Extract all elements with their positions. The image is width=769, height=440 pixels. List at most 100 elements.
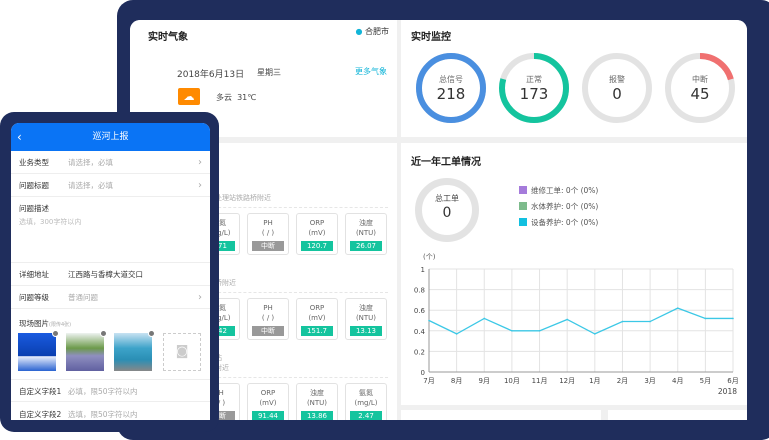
remove-photo-icon[interactable]	[52, 330, 59, 337]
x-tick-label: 3月	[644, 377, 655, 385]
ring-gauge	[665, 53, 735, 123]
sensor-value: 中断	[252, 326, 284, 336]
remove-photo-icon[interactable]	[100, 330, 107, 337]
data-point	[676, 307, 679, 309]
sensor-unit: ( / )	[212, 399, 226, 407]
back-icon[interactable]: ‹	[17, 130, 22, 144]
y-tick-label: 0.4	[414, 328, 426, 336]
issue-level-field[interactable]: 问题等级 普通问题 ›	[11, 286, 210, 309]
ring-label: 总信号	[439, 75, 463, 84]
issue-title-field[interactable]: 问题标题 请选择，必填 ›	[11, 174, 210, 197]
ring-label: 正常	[526, 75, 542, 84]
sensor-value: 中断	[252, 241, 284, 251]
data-point	[732, 317, 734, 320]
sensor-name: PH	[263, 219, 273, 227]
weather-date: 2018年6月13日	[177, 70, 245, 80]
ring-2: 报警 0	[581, 52, 653, 124]
sensor-name: PH	[214, 389, 224, 397]
sensor-value: 26.07	[350, 241, 382, 251]
sensor-reading[interactable]: 浊度 (NTU) 13.13	[345, 298, 387, 340]
sensor-name: 浊度	[310, 389, 324, 397]
custom-field-2[interactable]: 自定义字段2 选填，限50字符以内	[11, 403, 210, 420]
data-point	[566, 318, 568, 321]
city-label: 合肥市	[365, 27, 389, 36]
add-photo-camera-icon[interactable]: ◙	[163, 333, 201, 371]
monitor-title: 实时监控	[411, 32, 451, 43]
location-pin-icon: ●	[355, 27, 363, 36]
workorder-line-chart: (个) 0 0.2 0.4 0.6 0.8 1 7月 8月 9月 10月 11月 12月 1月 2月 3月 4月…	[414, 253, 739, 396]
divider	[208, 207, 388, 208]
data-point	[704, 317, 707, 320]
total-value: 0	[442, 205, 452, 221]
x-tick-label: 7月	[423, 377, 434, 385]
sensor-unit: ( / )	[261, 229, 275, 237]
sensor-reading[interactable]: ORP (mV) 91.44	[247, 383, 289, 420]
data-point	[455, 333, 458, 335]
sensor-reading[interactable]: ORP (mV) 120.7	[296, 213, 338, 255]
x-axis-year: 2018	[718, 387, 737, 396]
sensor-name: 浊度	[359, 219, 373, 227]
x-tick-label: 5月	[700, 377, 711, 385]
ring-3: 中断 45	[664, 52, 736, 124]
sensor-reading[interactable]: 氨氮 (mg/L) 2.47	[345, 383, 387, 420]
x-tick-label: 10月	[504, 377, 520, 385]
data-point	[538, 330, 541, 332]
sensor-unit: (NTU)	[306, 399, 328, 407]
divider	[208, 377, 388, 378]
workorder-title: 近一年工单情况	[411, 157, 481, 168]
legend-item: 维修工单: 0个 (0%)	[519, 185, 598, 196]
sensor-reading[interactable]: PH ( / ) 中断	[247, 213, 289, 255]
ring-value: 45	[690, 85, 710, 103]
sensor-reading[interactable]: 浊度 (NTU) 13.86	[296, 383, 338, 420]
total-workorder-ring: 总工单 0	[415, 178, 479, 242]
monitor-card: 实时监控 总信号 218 正常 173 报警 0 中断 45	[401, 20, 747, 137]
photo-thumbnail[interactable]	[18, 330, 59, 371]
site-name: …处理站铁路桥附近	[208, 194, 271, 202]
business-type-field[interactable]: 业务类型 请选择，必填 ›	[11, 151, 210, 174]
sensor-value: 13.86	[301, 411, 333, 420]
ring-gauge	[582, 53, 652, 123]
ring-value: 218	[436, 85, 466, 103]
ring-gauge	[416, 53, 486, 123]
more-weather-link[interactable]: 更多气象	[355, 67, 387, 76]
y-axis-unit: (个)	[423, 253, 436, 261]
legend-swatch	[519, 186, 527, 194]
sensor-unit: (mV)	[259, 399, 277, 407]
phone-screen: ‹ 巡河上报 业务类型 请选择，必填 › 问题标题 请选择，必填 › 问题描述 选填，30…	[11, 123, 210, 420]
sensor-reading[interactable]: 浊度 (NTU) 26.07	[345, 213, 387, 255]
sensor-unit: ( / )	[261, 314, 275, 322]
weather-title: 实时气象	[148, 32, 188, 43]
photo-thumbnail[interactable]	[66, 330, 107, 371]
sensor-reading[interactable]: ORP (mV) 151.7	[296, 298, 338, 340]
description-field[interactable]: 问题描述 选填，300字符以内	[11, 197, 210, 263]
legend-item: 设备养护: 0个 (0%)	[519, 217, 598, 228]
weather-weekday: 星期三	[257, 68, 281, 77]
ring-gauge	[499, 53, 569, 123]
chevron-right-icon: ›	[198, 157, 202, 168]
y-tick-label: 0.8	[414, 287, 425, 295]
x-tick-label: 1月	[589, 377, 600, 385]
partly-cloudy-icon: ☁	[178, 88, 200, 105]
sensor-unit: (mg/L)	[354, 399, 378, 407]
sensor-name: PH	[263, 304, 273, 312]
phone-title: 巡河上报	[92, 132, 129, 142]
sensor-unit: (NTU)	[355, 314, 377, 322]
sensor-reading[interactable]: PH ( / ) 中断	[247, 298, 289, 340]
custom-field-1[interactable]: 自定义字段1 必填，限50字符以内	[11, 379, 210, 402]
x-tick-label: 8月	[451, 377, 462, 385]
sensor-value: 2.47	[350, 411, 382, 420]
legend-swatch	[519, 202, 527, 210]
city-selector[interactable]: ● 合肥市	[355, 26, 389, 37]
workorder-card: 近一年工单情况 总工单 0 维修工单: 0个 (0%) 水体养护: 0个 (0%)…	[401, 143, 747, 405]
sensor-unit: (mV)	[308, 229, 326, 237]
site-name: …桥附近	[208, 279, 236, 287]
sensor-name: 氨氮	[212, 304, 226, 312]
chevron-right-icon: ›	[198, 180, 202, 191]
address-field[interactable]: 详细地址 江西路与香樟大道交口	[11, 263, 210, 286]
remove-photo-icon[interactable]	[148, 330, 155, 337]
data-point	[511, 330, 513, 332]
data-point	[428, 319, 430, 322]
sensor-name: ORP	[260, 389, 276, 397]
photo-thumbnail[interactable]	[114, 330, 155, 371]
series-line	[428, 307, 733, 335]
